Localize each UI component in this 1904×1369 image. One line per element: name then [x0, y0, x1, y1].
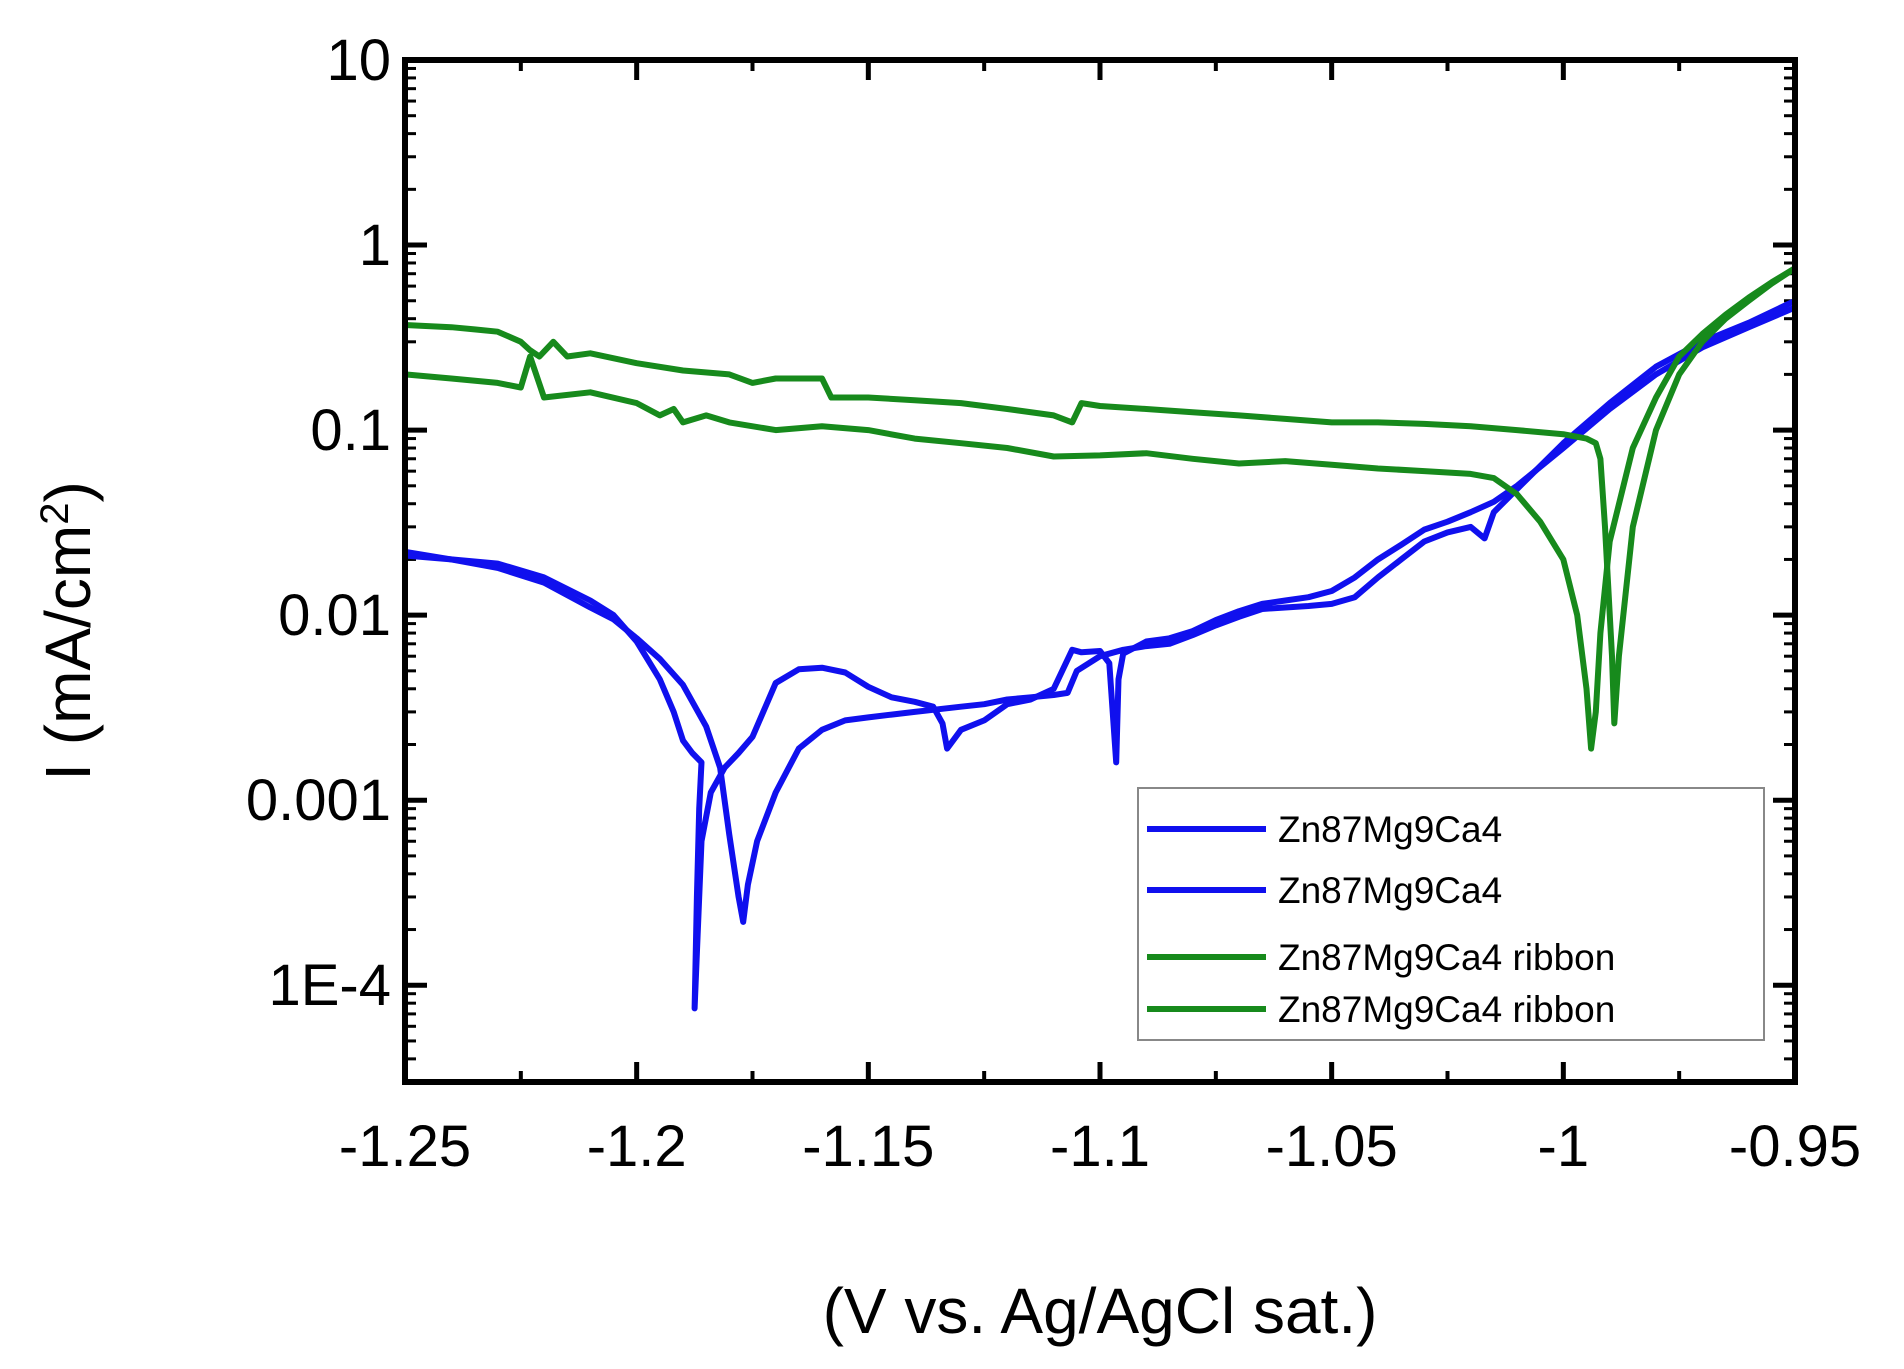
series-line-3	[402, 265, 1798, 727]
x-tick-label: -1.1	[1050, 1114, 1150, 1179]
legend-label-1: Zn87Mg9Ca4	[1278, 809, 1502, 850]
y-tick-label: 0.001	[246, 768, 391, 833]
x-tick-label: -1.25	[339, 1114, 471, 1179]
series-line-1	[402, 304, 1798, 1012]
x-tick-label: -1.2	[587, 1114, 687, 1179]
y-tick-label: 1E-4	[268, 953, 391, 1018]
y-tick-label: 10	[326, 28, 391, 93]
legend-label-2: Zn87Mg9Ca4	[1278, 870, 1502, 911]
series-line-2	[402, 297, 1798, 925]
tick-labels-layer: -1.25 -1.2 -1.15 -1.1 -1.05 -1 -0.95 1E-4 0.001 0…	[246, 28, 1861, 1179]
legend: Zn87Mg9Ca4 Zn87Mg9Ca4 Zn87Mg9Ca4 ribbon Zn8…	[1137, 787, 1765, 1041]
x-tick-label: -1	[1538, 1114, 1590, 1179]
y-tick-label: 0.1	[310, 398, 391, 463]
x-axis-label: (V vs. Ag/AgCl sat.)	[823, 1275, 1378, 1347]
x-tick-label: -0.95	[1729, 1114, 1861, 1179]
x-tick-label: -1.05	[1266, 1114, 1398, 1179]
y-axis-label-main: I (mA/cm	[32, 525, 104, 781]
y-axis-label: I (mA/cm2)	[32, 481, 104, 781]
y-axis-label-superscript: 2	[33, 503, 77, 525]
series-line-4	[402, 265, 1798, 752]
legend-label-4: Zn87Mg9Ca4 ribbon	[1278, 989, 1615, 1030]
x-tick-label: -1.15	[802, 1114, 934, 1179]
y-tick-label: 0.01	[278, 583, 391, 648]
legend-label-3: Zn87Mg9Ca4 ribbon	[1278, 937, 1615, 978]
series-layer	[402, 265, 1798, 1012]
y-tick-label: 1	[359, 213, 391, 278]
y-axis-label-close: )	[32, 481, 104, 502]
plot-frame	[402, 57, 1798, 1085]
